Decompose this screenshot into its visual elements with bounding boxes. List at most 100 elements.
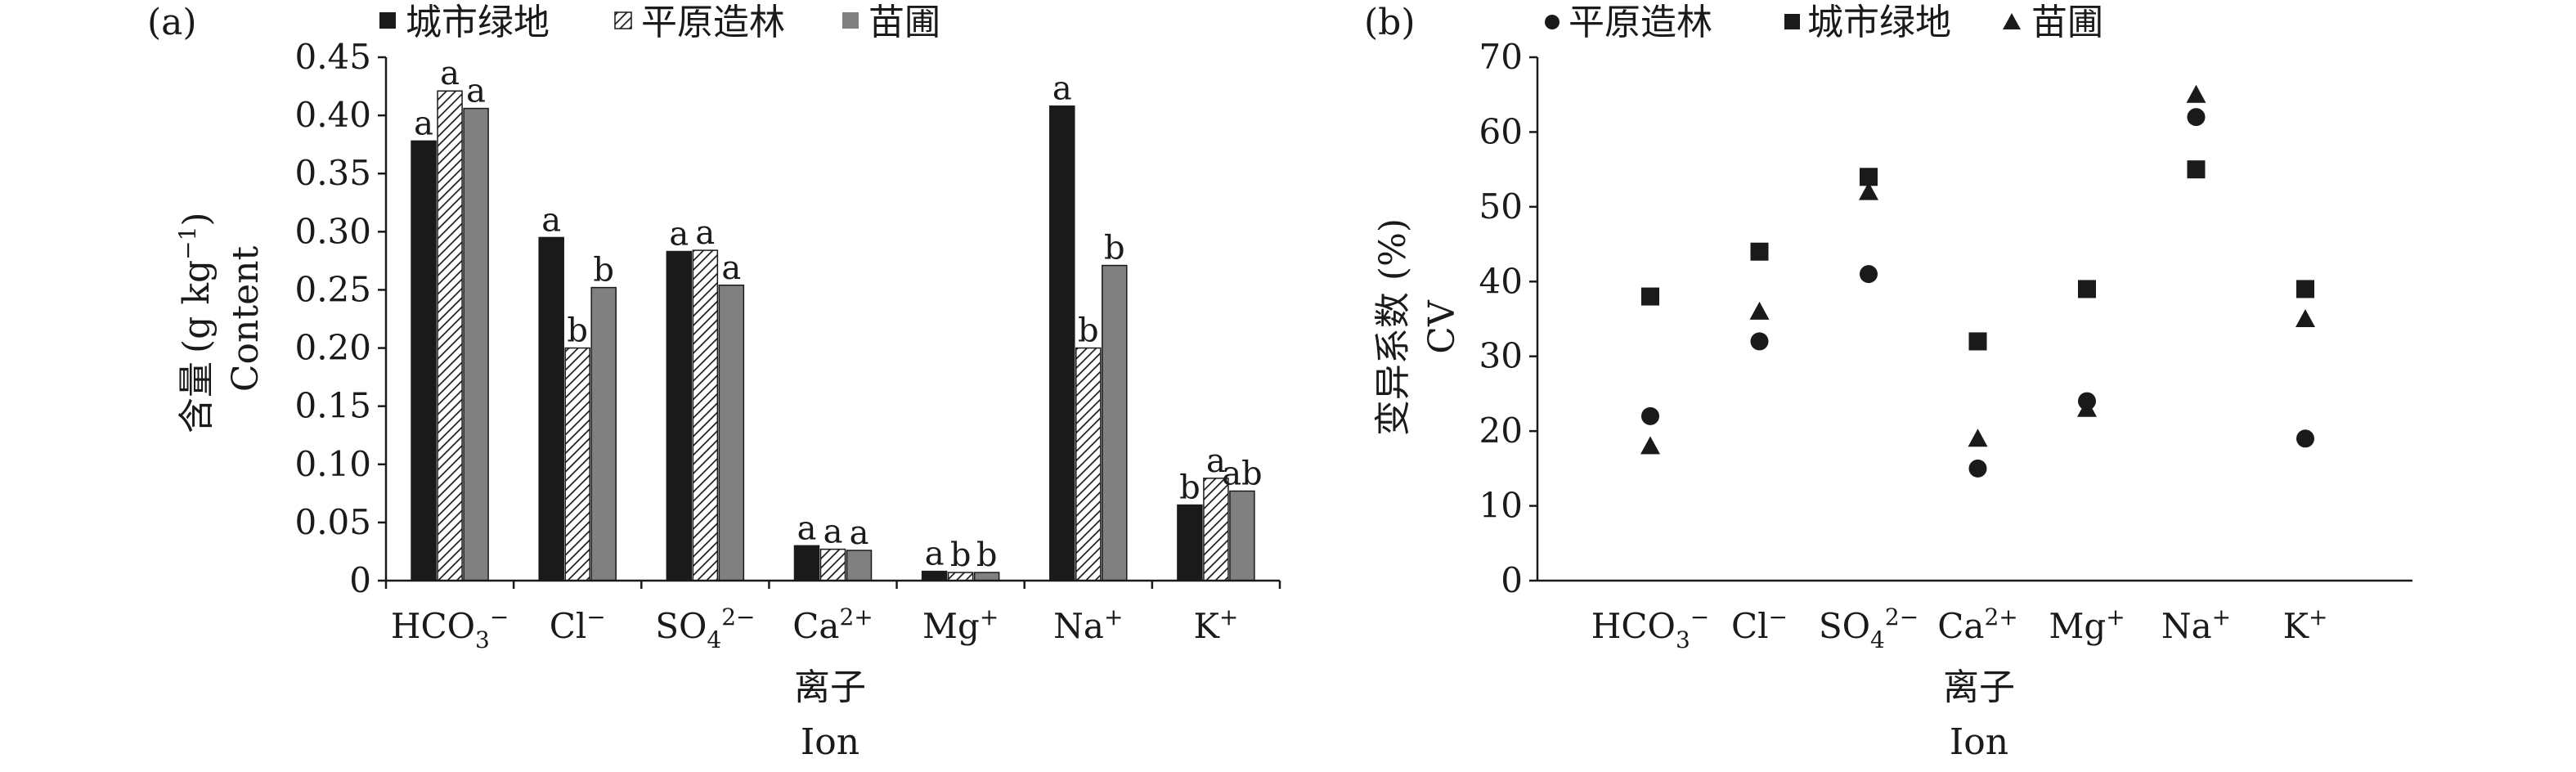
x-tick-label-b-3-base: Ca xyxy=(1937,606,1984,646)
bar-K+-2 xyxy=(1229,490,1255,581)
panel-a-bars xyxy=(411,90,1255,581)
panel-a-legend: 城市绿地 平原造林 苗圃 xyxy=(379,2,940,43)
panel-b-x-ticks: HCO3− Cl− SO42− Ca2+ Mg+ Na+ K+ xyxy=(1591,604,2328,653)
point-square-HCO3- xyxy=(1641,287,1659,306)
bar-Ca2+-2 xyxy=(846,550,873,581)
x-tick-label-a-5-base: Na xyxy=(1053,606,1104,646)
bar-SO42--2 xyxy=(718,285,745,581)
point-triangle-Cl- xyxy=(1749,301,1770,320)
x-tick-label-a-0-sub: 3 xyxy=(475,626,490,653)
x-tick-label-a-2-sub: 4 xyxy=(707,626,721,653)
point-triangle-Ca2+ xyxy=(1968,429,1988,447)
y-tick-label-a-7: 0.35 xyxy=(294,153,371,193)
sig-letter-Ca2+-0: a xyxy=(797,509,817,547)
legend-a-label-0: 城市绿地 xyxy=(406,2,550,43)
x-tick-label-a-2-sup: 2− xyxy=(721,604,755,631)
x-tick-label-b-3-sup: 2+ xyxy=(1984,604,2017,631)
y-tick-label-b-4: 40 xyxy=(1479,261,1523,301)
x-tick-label-b-5-base: Na xyxy=(2161,606,2212,646)
x-tick-label-b-1-base: Cl xyxy=(1731,606,1769,646)
sig-letter-Ca2+-1: a xyxy=(824,514,843,551)
x-tick-label-a-0-sup: − xyxy=(490,604,509,631)
panel-a-label: (a) xyxy=(147,2,197,43)
point-triangle-K+ xyxy=(2296,309,2315,327)
point-square-Ca2+ xyxy=(1968,332,1987,351)
legend-b-marker-0 xyxy=(1545,15,1560,29)
x-tick-label-a-2: SO42− xyxy=(655,604,755,653)
x-tick-label-a-1-sup: − xyxy=(586,604,605,631)
panel-a-ylabel-unit-sup: −1 xyxy=(174,227,201,260)
sig-letter-SO42--0: a xyxy=(669,216,689,254)
x-tick-label-a-2-base: SO xyxy=(655,606,707,646)
bar-Na+-1 xyxy=(1075,347,1102,581)
point-square-K+ xyxy=(2296,280,2314,298)
panel-a-x-ticks: HCO3− Cl− SO42− Ca2+ Mg+ Na+ K+ xyxy=(384,581,1281,653)
x-tick-label-a-6-sup: + xyxy=(1219,604,1238,631)
x-tick-label-a-3-base: Ca xyxy=(792,606,839,646)
y-tick-label-a-4: 0.20 xyxy=(294,328,371,368)
bar-Cl--0 xyxy=(538,236,564,581)
panel-a-ylabel-cn: 含量 (g kg−1) xyxy=(174,212,218,433)
point-circle-K+ xyxy=(2296,429,2314,448)
y-tick-label-a-1: 0.05 xyxy=(294,502,371,542)
legend-a-swatch-2 xyxy=(842,12,859,29)
bar-Na+-0 xyxy=(1049,105,1075,581)
y-tick-label-a-9: 0.45 xyxy=(294,37,371,77)
bar-Cl--2 xyxy=(590,286,617,581)
x-tick-label-a-0-base: HCO xyxy=(391,606,475,646)
x-tick-label-b-4: Mg+ xyxy=(2049,604,2125,646)
x-tick-label-a-6-base: K xyxy=(1193,606,1220,646)
panel-a-y-ticks: 0 0.05 0.10 0.15 0.20 0.25 0.30 0.35 0.40 0.45 xyxy=(294,37,386,600)
sig-letter-Ca2+-2: a xyxy=(850,514,869,552)
sig-letter-HCO3--2: a xyxy=(466,73,486,110)
point-square-Na+ xyxy=(2187,160,2206,179)
legend-b-marker-2 xyxy=(2003,13,2021,29)
point-triangle-HCO3- xyxy=(1640,436,1660,455)
bar-K+-0 xyxy=(1177,504,1203,581)
bar-SO42--1 xyxy=(692,249,719,581)
y-tick-label-a-2: 0.10 xyxy=(294,444,371,484)
bar-SO42--0 xyxy=(666,250,693,581)
y-tick-label-a-8: 0.40 xyxy=(294,95,371,135)
y-tick-label-b-2: 20 xyxy=(1479,411,1523,451)
sig-letter-K+-1: a xyxy=(1206,442,1226,480)
sig-letter-Na+-2: b xyxy=(1104,230,1125,267)
panel-b-legend: 平原造林 城市绿地 苗圃 xyxy=(1545,2,2103,43)
legend-a-swatch-0 xyxy=(379,12,396,29)
x-tick-label-b-4-base: Mg xyxy=(2049,606,2106,646)
legend-a-label-2: 苗圃 xyxy=(868,2,940,43)
panel-a-xlabel-cn: 离子 xyxy=(794,667,866,708)
bar-HCO3--2 xyxy=(463,107,489,581)
x-tick-label-b-6-base: K xyxy=(2283,606,2310,646)
panel-a-ylabel-unit-post: ) xyxy=(176,212,218,226)
point-circle-HCO3- xyxy=(1641,406,1659,425)
y-tick-label-a-3: 0.15 xyxy=(294,386,371,426)
x-tick-label-b-2: SO42− xyxy=(1819,604,1919,653)
y-tick-label-b-5: 50 xyxy=(1479,186,1523,227)
y-tick-label-a-6: 0.30 xyxy=(294,211,371,251)
x-tick-label-b-5-sup: + xyxy=(2212,604,2231,631)
point-circle-Cl- xyxy=(1750,332,1769,351)
x-tick-label-b-5: Na+ xyxy=(2161,604,2231,646)
y-tick-label-b-3: 30 xyxy=(1479,336,1523,376)
panel-b-ylabel-en: CV xyxy=(1421,299,1463,354)
x-tick-label-b-0-sub: 3 xyxy=(1676,626,1690,653)
y-tick-label-b-6: 60 xyxy=(1479,111,1523,151)
legend-b-label-1: 城市绿地 xyxy=(1807,2,1951,43)
bar-HCO3--1 xyxy=(437,90,463,581)
sig-letter-SO42--2: a xyxy=(721,249,741,287)
sig-letter-Mg+-0: a xyxy=(925,536,945,573)
point-triangle-Mg+ xyxy=(2077,398,2097,417)
panel-b-points xyxy=(1640,84,2315,478)
legend-b-label-0: 平原造林 xyxy=(1568,2,1712,43)
panel-b-xlabel-en: Ion xyxy=(1950,721,2008,763)
x-tick-label-a-6: K+ xyxy=(1193,604,1238,646)
panel-b-label: (b) xyxy=(1364,2,1416,43)
panel-a-ylabel-unit-pre: (g kg xyxy=(176,260,218,353)
panel-a-xlabel-en: Ion xyxy=(801,721,859,763)
x-tick-label-b-6-sup: + xyxy=(2309,604,2327,631)
panel-b-xlabel-cn: 离子 xyxy=(1943,667,2015,708)
bar-Na+-2 xyxy=(1102,264,1128,581)
legend-a-label-1: 平原造林 xyxy=(641,2,785,43)
